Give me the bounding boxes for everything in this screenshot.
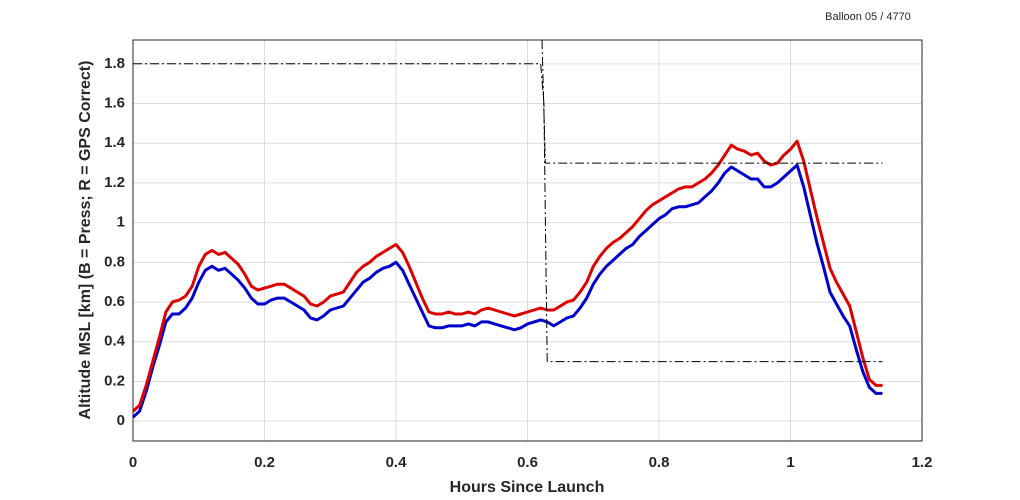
x-tick-label: 1 <box>786 454 794 471</box>
data-line <box>132 139 883 413</box>
y-tick-label: 0.6 <box>104 293 125 310</box>
plot-frame <box>132 39 923 442</box>
data-line <box>131 163 883 419</box>
y-tick-label: 1.8 <box>104 55 125 72</box>
x-tick-label: 0.4 <box>386 454 408 471</box>
y-tick-label: 0.4 <box>104 333 126 350</box>
y-tick-label: 0.2 <box>104 372 125 389</box>
y-tick-label: 1 <box>117 214 125 231</box>
x-axis-label: Hours Since Launch <box>450 479 605 496</box>
chart-title: Balloon 05 / 4770 <box>825 11 911 23</box>
x-tick-label: 0.8 <box>649 454 670 471</box>
x-tick-label: 0 <box>129 454 137 471</box>
x-tick-label: 0.6 <box>517 454 538 471</box>
y-tick-label: 1.4 <box>104 134 126 151</box>
y-axis-label: Altitude MSL [km] (B = Press; R = GPS Co… <box>77 61 94 420</box>
x-tick-label: 0.2 <box>254 454 275 471</box>
y-tick-label: 0 <box>117 412 125 429</box>
y-tick-label: 1.6 <box>104 94 125 111</box>
limit-line <box>541 39 883 164</box>
x-tick-label: 1.2 <box>912 454 933 471</box>
y-tick-label: 0.8 <box>104 253 125 270</box>
y-tick-label: 1.2 <box>104 174 125 191</box>
